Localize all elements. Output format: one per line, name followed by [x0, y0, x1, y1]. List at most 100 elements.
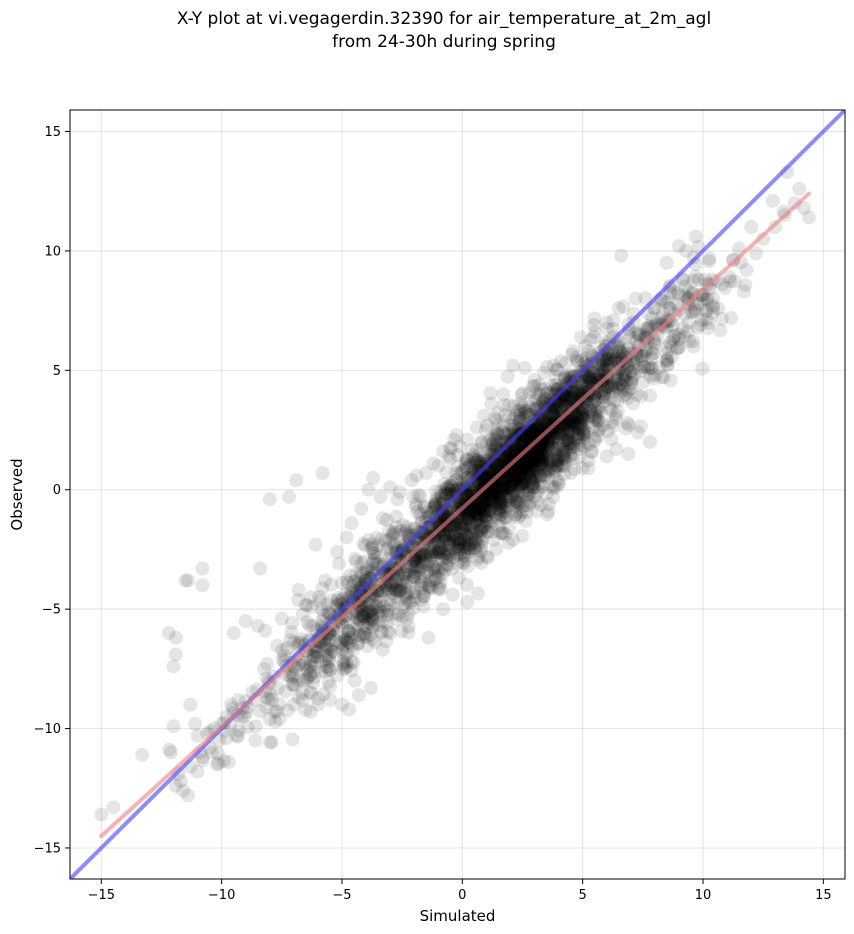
data-point [492, 464, 507, 479]
data-point [663, 301, 678, 316]
data-point [515, 476, 530, 491]
data-point [459, 460, 474, 475]
data-point [316, 687, 331, 702]
data-point [483, 502, 498, 517]
data-point [688, 229, 703, 244]
data-point [455, 555, 470, 570]
data-point [551, 458, 566, 473]
data-point [659, 353, 674, 368]
data-point [509, 488, 524, 503]
data-point [524, 458, 539, 473]
data-point [209, 757, 224, 772]
data-point [531, 420, 546, 435]
data-point [736, 284, 751, 299]
data-point [374, 532, 389, 547]
data-point [164, 745, 179, 760]
data-point [303, 667, 318, 682]
data-point [515, 504, 530, 519]
data-point [339, 530, 354, 545]
data-point [526, 461, 541, 476]
data-point [408, 559, 423, 574]
data-point [686, 339, 701, 354]
data-point [320, 597, 335, 612]
data-point [600, 358, 615, 373]
data-point [520, 462, 535, 477]
data-point [583, 332, 598, 347]
data-point [322, 648, 337, 663]
data-point [540, 452, 555, 467]
data-point [606, 394, 621, 409]
data-point [516, 457, 531, 472]
data-point [587, 311, 602, 326]
data-point [414, 592, 429, 607]
data-point [585, 444, 600, 459]
data-point [353, 580, 368, 595]
data-point [699, 302, 714, 317]
data-point [397, 580, 412, 595]
data-point [586, 372, 601, 387]
data-point [601, 352, 616, 367]
data-point [503, 468, 518, 483]
data-point [264, 735, 279, 750]
data-point [498, 477, 513, 492]
data-point [519, 462, 534, 477]
data-point [438, 531, 453, 546]
data-point [597, 389, 612, 404]
data-point [458, 456, 473, 471]
data-point [532, 442, 547, 457]
data-point [523, 453, 538, 468]
data-point [577, 373, 592, 388]
data-point [610, 372, 625, 387]
data-point [611, 356, 626, 371]
data-point [502, 520, 517, 535]
data-point [523, 469, 538, 484]
data-point [560, 431, 575, 446]
data-point [443, 440, 458, 455]
data-point [575, 421, 590, 436]
data-point [520, 466, 535, 481]
x-tick-label: −5 [332, 888, 351, 903]
data-point [647, 336, 662, 351]
data-point [94, 807, 109, 822]
data-point [792, 181, 807, 196]
data-point [575, 374, 590, 389]
data-point [563, 413, 578, 428]
data-point [278, 684, 293, 699]
data-point [581, 375, 596, 390]
data-point [611, 301, 626, 316]
data-point [362, 611, 377, 626]
data-point [519, 406, 534, 421]
data-point [472, 499, 487, 514]
data-point [449, 517, 464, 532]
data-point [582, 344, 597, 359]
data-point [662, 335, 677, 350]
data-point [482, 487, 497, 502]
data-point [510, 478, 525, 493]
data-point [505, 436, 520, 451]
data-point [443, 478, 458, 493]
data-point [479, 461, 494, 476]
data-point [641, 318, 656, 333]
data-point [485, 496, 500, 511]
data-point [687, 302, 702, 317]
x-tick-label: 5 [579, 888, 587, 903]
data-point [591, 429, 606, 444]
data-point [356, 629, 371, 644]
y-tick-label: 10 [44, 244, 61, 259]
data-point [550, 362, 565, 377]
data-point [562, 436, 577, 451]
data-point [205, 745, 220, 760]
data-point [488, 446, 503, 461]
data-point [698, 304, 713, 319]
data-point [427, 529, 442, 544]
data-point [575, 375, 590, 390]
data-point [623, 376, 638, 391]
data-point [516, 476, 531, 491]
data-point [388, 545, 403, 560]
data-point [590, 412, 605, 427]
data-point [443, 478, 458, 493]
data-point [308, 537, 323, 552]
data-point [351, 636, 366, 651]
data-point [515, 386, 530, 401]
data-point [626, 356, 641, 371]
